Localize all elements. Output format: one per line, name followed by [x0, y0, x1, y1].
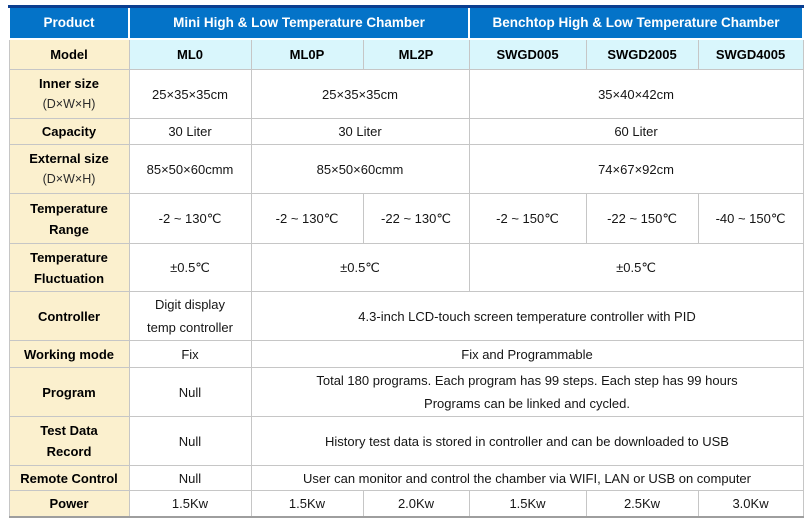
spec-cell: 3.0Kw	[697, 490, 804, 517]
spec-row-program: Program Null Total 180 programs. Each pr…	[8, 367, 804, 417]
group-header-benchtop-chamber: Benchtop High & Low Temperature Chamber	[468, 6, 805, 40]
spec-row-test-data-record: Test Data Record Null History test data …	[8, 416, 804, 466]
spec-row-power: Power 1.5Kw 1.5Kw 2.0Kw 1.5Kw 2.5Kw 3.0K…	[8, 490, 804, 517]
spec-cell: 1.5Kw	[250, 490, 364, 517]
spec-cell: 1.5Kw	[128, 490, 252, 517]
spec-cell: Fix	[128, 340, 252, 368]
spec-cell-line: Total 180 programs. Each program has 99 …	[316, 373, 738, 388]
spec-cell: ±0.5℃	[250, 243, 470, 292]
spec-cell-line: Digit display	[154, 297, 226, 312]
spec-cell: Null	[128, 416, 252, 466]
spec-cell: 2.5Kw	[585, 490, 699, 517]
model-cell-swgd005: SWGD005	[468, 38, 587, 70]
model-cell-ml0p: ML0P	[250, 38, 364, 70]
row-label-line: Temperature	[30, 200, 108, 216]
row-label-model: Model	[8, 38, 130, 70]
spec-cell: History test data is stored in controlle…	[250, 416, 804, 466]
row-label-line: Inner size	[39, 76, 99, 91]
spec-cell: -40 ~ 150℃	[697, 193, 804, 244]
spec-cell: 25×35×35cm	[128, 69, 252, 119]
row-label-subline: (D×W×H)	[42, 172, 96, 186]
row-label-line: Fluctuation	[33, 270, 105, 286]
spec-cell: -2 ~ 130℃	[250, 193, 364, 244]
spec-cell: -2 ~ 130℃	[128, 193, 252, 244]
row-label-subline: (D×W×H)	[42, 97, 96, 111]
spec-cell: 74×67×92cm	[468, 144, 804, 194]
spec-cell: Null	[128, 465, 252, 491]
spec-cell: 1.5Kw	[468, 490, 587, 517]
row-label-external-size: External size (D×W×H)	[8, 144, 130, 194]
row-label-line: Record	[46, 444, 92, 459]
product-header-cell: Product	[8, 6, 130, 40]
row-label-line: External size	[29, 151, 109, 166]
row-label-power: Power	[8, 490, 130, 517]
model-cell-ml0: ML0	[128, 38, 252, 70]
row-label-program: Program	[8, 367, 130, 417]
spec-cell: -22 ~ 150℃	[585, 193, 699, 244]
row-label-temperature-fluctuation: Temperature Fluctuation	[8, 243, 130, 292]
group-header-mini-chamber: Mini High & Low Temperature Chamber	[127, 6, 471, 40]
row-label-line: Range	[49, 221, 89, 237]
spec-cell: 4.3-inch LCD-touch screen temperature co…	[250, 291, 804, 341]
spec-row-inner-size: Inner size (D×W×H) 25×35×35cm 25×35×35cm…	[8, 69, 804, 119]
spec-cell: User can monitor and control the chamber…	[250, 465, 804, 491]
row-label-line: Test Data	[40, 423, 98, 438]
spec-cell-line: Programs can be linked and cycled.	[424, 396, 630, 411]
spec-cell: 30 Liter	[128, 118, 252, 145]
spec-row-temperature-fluctuation: Temperature Fluctuation ±0.5℃ ±0.5℃ ±0.5…	[8, 243, 804, 292]
spec-cell: 85×50×60cmm	[128, 144, 252, 194]
spec-cell: -22 ~ 130℃	[362, 193, 470, 244]
spec-cell: 25×35×35cm	[250, 69, 470, 119]
row-label-remote-control: Remote Control	[8, 465, 130, 491]
spec-cell-line: temp controller	[147, 320, 233, 335]
spec-cell: 85×50×60cmm	[250, 144, 470, 194]
spec-row-controller: Controller Digit display temp controller…	[8, 291, 804, 341]
spec-cell: Null	[128, 367, 252, 417]
spec-row-working-mode: Working mode Fix Fix and Programmable	[8, 340, 804, 368]
spec-cell: 2.0Kw	[362, 490, 470, 517]
spec-cell: ±0.5℃	[468, 243, 804, 292]
spec-cell: Digit display temp controller	[128, 291, 252, 341]
row-label-controller: Controller	[8, 291, 130, 341]
product-spec-table: Product Mini High & Low Temperature Cham…	[8, 5, 805, 518]
model-cell-ml2p: ML2P	[362, 38, 470, 70]
row-label-test-data-record: Test Data Record	[8, 416, 130, 466]
spec-cell: 60 Liter	[468, 118, 804, 145]
spec-row-temperature-range: Temperature Range -2 ~ 130℃ -2 ~ 130℃ -2…	[8, 193, 804, 244]
spec-row-capacity: Capacity 30 Liter 30 Liter 60 Liter	[8, 118, 804, 145]
header-row: Product Mini High & Low Temperature Cham…	[8, 6, 805, 40]
spec-cell: ±0.5℃	[128, 243, 252, 292]
spec-cell: -2 ~ 150℃	[468, 193, 587, 244]
spec-cell: 30 Liter	[250, 118, 470, 145]
spec-row-remote-control: Remote Control Null User can monitor and…	[8, 465, 804, 491]
row-label-working-mode: Working mode	[8, 340, 130, 368]
row-label-inner-size: Inner size (D×W×H)	[8, 69, 130, 119]
model-cell-swgd4005: SWGD4005	[697, 38, 804, 70]
spec-cell: Total 180 programs. Each program has 99 …	[250, 367, 804, 417]
model-row: Model ML0 ML0P ML2P SWGD005 SWGD2005 SWG…	[8, 38, 804, 70]
row-label-capacity: Capacity	[8, 118, 130, 145]
spec-cell: Fix and Programmable	[250, 340, 804, 368]
row-label-temperature-range: Temperature Range	[8, 193, 130, 244]
row-label-line: Temperature	[30, 249, 108, 265]
spec-row-external-size: External size (D×W×H) 85×50×60cmm 85×50×…	[8, 144, 804, 194]
model-cell-swgd2005: SWGD2005	[585, 38, 699, 70]
spec-cell: 35×40×42cm	[468, 69, 804, 119]
